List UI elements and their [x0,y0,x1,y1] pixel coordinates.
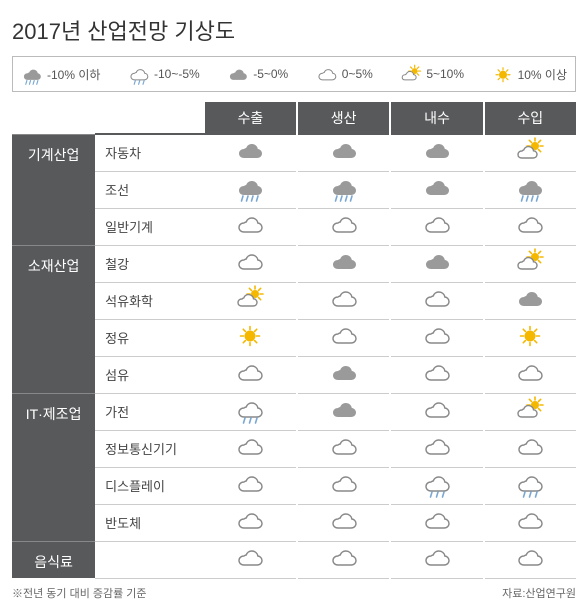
data-cell [205,504,296,541]
data-cell [391,356,482,393]
data-cell [485,356,576,393]
legend-item: 5~10% [400,63,464,85]
table-row: 디스플레이 [12,467,576,504]
data-cell [391,171,482,208]
table-row: 정유 [12,319,576,356]
data-cell [485,319,576,356]
data-cell [298,430,389,467]
data-cell [485,171,576,208]
data-cell [205,171,296,208]
legend-item: 0~5% [316,63,373,85]
footnote: ※전년 동기 대비 증감률 기준 자료:산업연구원 [12,585,576,601]
legend: -10% 이하 -10~-5% -5~0% 0~5% 5~10% 10% 이상 [12,56,576,92]
data-cell [298,541,389,578]
table-row: IT·제조업가전 [12,393,576,430]
legend-label: -10% 이하 [47,66,100,83]
data-cell [391,541,482,578]
subcategory-cell [95,541,205,578]
data-cell [298,208,389,245]
table-row: 음식료 [12,541,576,578]
subcategory-cell: 섬유 [95,356,205,393]
legend-label: 0~5% [342,67,373,81]
chart-container: 2017년 산업전망 기상도 -10% 이하 -10~-5% -5~0% 0~5% 5~… [0,0,588,609]
legend-item: -10% 이하 [21,63,100,85]
data-cell [298,319,389,356]
category-cell: 음식료 [12,541,95,578]
data-cell [485,208,576,245]
subcategory-cell: 일반기계 [95,208,205,245]
data-cell [298,245,389,282]
legend-item: 10% 이상 [492,63,567,85]
data-cell [391,245,482,282]
data-cell [205,541,296,578]
data-cell [391,430,482,467]
data-cell [298,467,389,504]
data-cell [485,245,576,282]
footnote-left: ※전년 동기 대비 증감률 기준 [12,585,147,601]
data-cell [298,504,389,541]
data-cell [391,467,482,504]
data-cell [485,282,576,319]
legend-item: -10~-5% [128,63,200,85]
data-cell [298,171,389,208]
subcategory-cell: 정보통신기기 [95,430,205,467]
table-row: 일반기계 [12,208,576,245]
category-cell: IT·제조업 [12,393,95,541]
data-cell [205,208,296,245]
data-cell [485,504,576,541]
data-cell [485,134,576,171]
forecast-table: 수출생산내수수입 기계산업자동차조선일반기계소재산업철강석유화학정유섬유IT·제… [12,102,576,579]
category-cell: 기계산업 [12,134,95,245]
subcategory-cell: 반도체 [95,504,205,541]
subcategory-cell: 디스플레이 [95,467,205,504]
legend-label: 5~10% [426,67,464,81]
data-cell [205,319,296,356]
data-cell [391,282,482,319]
data-cell [205,134,296,171]
data-cell [205,393,296,430]
data-cell [485,467,576,504]
footnote-right: 자료:산업연구원 [502,585,576,601]
data-cell [485,541,576,578]
data-cell [298,134,389,171]
data-cell [205,430,296,467]
table-row: 조선 [12,171,576,208]
data-cell [485,393,576,430]
column-header: 수입 [485,102,576,134]
table-row: 석유화학 [12,282,576,319]
data-cell [205,356,296,393]
data-cell [391,134,482,171]
data-cell [485,430,576,467]
data-cell [391,319,482,356]
subcategory-cell: 자동차 [95,134,205,171]
subcategory-cell: 철강 [95,245,205,282]
subcategory-cell: 가전 [95,393,205,430]
column-header: 생산 [298,102,389,134]
data-cell [205,282,296,319]
table-row: 정보통신기기 [12,430,576,467]
category-cell: 소재산업 [12,245,95,393]
data-cell [298,356,389,393]
data-cell [391,208,482,245]
table-row: 소재산업철강 [12,245,576,282]
chart-title: 2017년 산업전망 기상도 [12,14,576,46]
column-header: 내수 [391,102,482,134]
legend-label: -5~0% [253,67,288,81]
column-header: 수출 [205,102,296,134]
table-row: 기계산업자동차 [12,134,576,171]
data-cell [205,245,296,282]
data-cell [298,393,389,430]
legend-item: -5~0% [227,63,288,85]
data-cell [298,282,389,319]
subcategory-cell: 석유화학 [95,282,205,319]
data-cell [391,504,482,541]
legend-label: 10% 이상 [518,66,567,83]
table-row: 반도체 [12,504,576,541]
data-cell [205,467,296,504]
subcategory-cell: 정유 [95,319,205,356]
table-row: 섬유 [12,356,576,393]
legend-label: -10~-5% [154,67,200,81]
data-cell [391,393,482,430]
subcategory-cell: 조선 [95,171,205,208]
